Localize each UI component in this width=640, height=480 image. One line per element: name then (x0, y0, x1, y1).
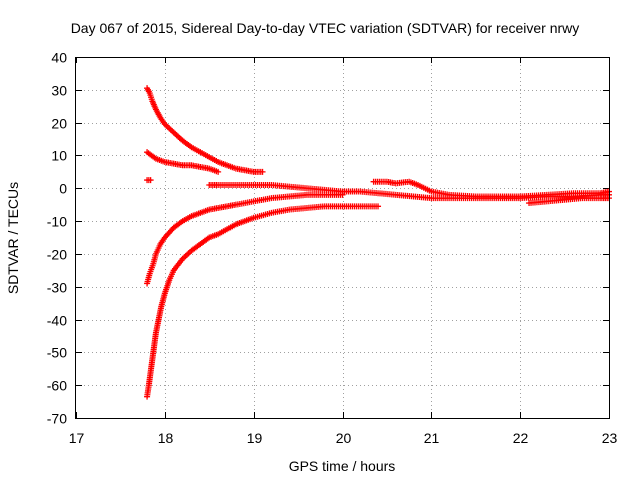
grid (76, 57, 609, 418)
series-arc-late-lower (526, 195, 612, 207)
y-tick-label: 10 (51, 148, 67, 164)
x-tick-label: 22 (513, 430, 529, 446)
x-tick-label: 20 (336, 430, 352, 446)
x-tick-labels: 17 18 19 20 21 22 23 (69, 430, 618, 446)
y-tick-labels: 40 30 20 10 0 -10 -20 -30 -40 -50 -60 -70 (47, 50, 67, 427)
series-arc-lower-mid (144, 191, 346, 287)
series-arc-upper-mid (144, 149, 222, 175)
x-tick-label: 18 (158, 430, 174, 446)
data-point (147, 177, 154, 184)
x-tick-label: 23 (602, 430, 618, 446)
series-short-stub (144, 177, 154, 184)
plot-border (75, 57, 610, 419)
y-tick-label: 30 (51, 83, 67, 99)
x-tick-label: 19 (247, 430, 263, 446)
data-point (375, 203, 382, 210)
y-tick-label: 40 (51, 50, 67, 66)
data-point (215, 168, 222, 175)
y-tick-label: -40 (47, 313, 67, 329)
series-arc-lower-deep (144, 203, 382, 400)
y-tick-label: -50 (47, 345, 67, 361)
y-tick-label: -20 (47, 247, 67, 263)
y-tick-label: -70 (47, 411, 67, 427)
data-point (259, 168, 266, 175)
y-tick-label: 0 (59, 181, 67, 197)
y-tick-label: -60 (47, 378, 67, 394)
chart-title: Day 067 of 2015, Sidereal Day-to-day VTE… (71, 20, 580, 36)
y-tick-label: -30 (47, 280, 67, 296)
y-axis-label: SDTVAR / TECUs (5, 182, 21, 294)
x-tick-label: 17 (69, 430, 85, 446)
y-tick-label: 20 (51, 116, 67, 132)
series-arc-upper-high (144, 85, 266, 175)
series-arc-late-upper (370, 178, 612, 200)
y-tick-label: -10 (47, 214, 67, 230)
data-points (144, 85, 612, 400)
x-axis-label: GPS time / hours (289, 458, 396, 474)
data-point (339, 191, 346, 198)
x-tick-label: 21 (424, 430, 440, 446)
